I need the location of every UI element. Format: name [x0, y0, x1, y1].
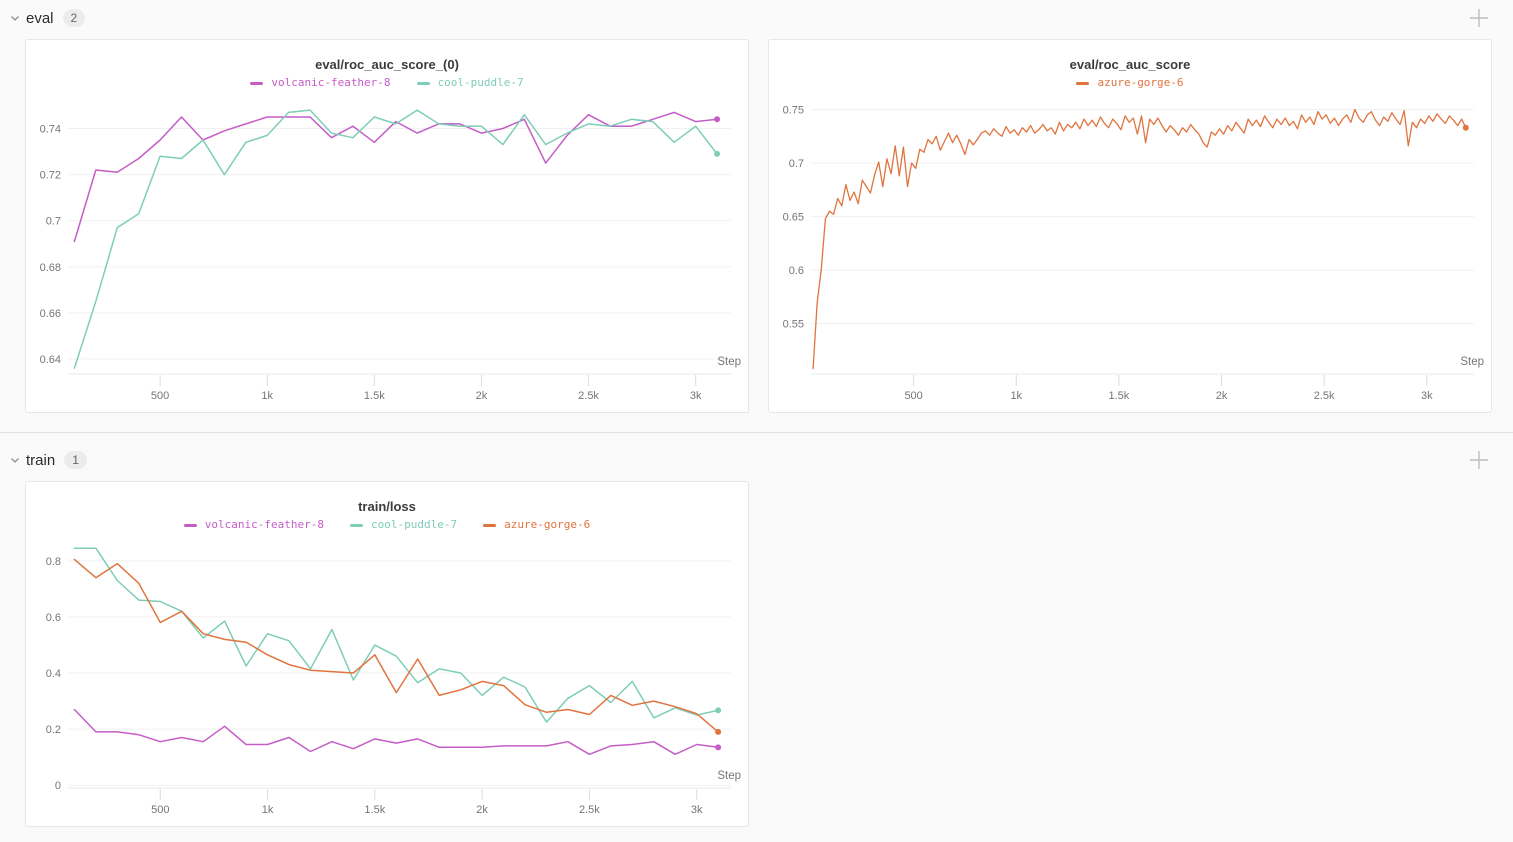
plus-icon[interactable] — [1466, 447, 1492, 473]
section-train: train 1 train/loss volcanic-feather-8 c — [0, 442, 1513, 827]
chart-panel-roc-auc-score-0[interactable]: eval/roc_auc_score_(0) volcanic-feather-… — [25, 39, 749, 413]
panel-count-badge: 2 — [62, 9, 86, 27]
svg-text:0.6: 0.6 — [46, 612, 61, 624]
svg-text:0.65: 0.65 — [783, 212, 804, 224]
svg-text:2k: 2k — [476, 390, 488, 402]
panel-count-badge: 1 — [64, 451, 87, 469]
svg-text:0.55: 0.55 — [783, 319, 804, 331]
svg-text:1k: 1k — [262, 804, 274, 816]
svg-text:2.5k: 2.5k — [1314, 390, 1335, 402]
chart-plot-area[interactable]: 0.55 0.6 0.65 0.7 0.75 500 1k 1.5k 2k 2.5k 3k Step — [769, 92, 1491, 412]
svg-text:0.66: 0.66 — [40, 308, 61, 320]
chart-title: eval/roc_auc_score_(0) — [315, 57, 459, 72]
svg-text:500: 500 — [151, 804, 169, 816]
svg-text:Step: Step — [717, 770, 741, 782]
chart-legend: volcanic-feather-8 cool-puddle-7 azure-g… — [26, 516, 748, 534]
svg-text:1.5k: 1.5k — [364, 390, 385, 402]
svg-text:2.5k: 2.5k — [579, 804, 600, 816]
svg-text:2k: 2k — [476, 804, 488, 816]
svg-text:3k: 3k — [691, 804, 703, 816]
chart-panel-train-loss[interactable]: train/loss volcanic-feather-8 cool-puddl… — [25, 481, 749, 827]
chart-plot-area[interactable]: 0 0.2 0.4 0.6 0.8 500 1k 1.5k 2k 2.5k 3k Step — [26, 534, 748, 826]
section-eval-header: eval 2 — [0, 0, 1513, 36]
legend-item-cool-puddle-7[interactable]: cool-puddle-7 — [416, 74, 524, 92]
svg-text:0.4: 0.4 — [46, 668, 61, 680]
legend-dash-icon — [1076, 81, 1090, 85]
svg-text:0.7: 0.7 — [789, 158, 804, 170]
legend-dash-icon — [350, 523, 364, 527]
legend-dash-icon — [483, 523, 497, 527]
svg-text:0.68: 0.68 — [40, 262, 61, 274]
svg-text:0: 0 — [55, 780, 61, 792]
chart-title: eval/roc_auc_score — [1069, 57, 1191, 72]
svg-text:0.6: 0.6 — [789, 265, 804, 277]
section-eval: eval 2 eval/roc_auc_score_(0) volcanic-f… — [0, 0, 1513, 413]
chevron-down-icon[interactable] — [6, 9, 24, 27]
section-divider — [0, 432, 1513, 433]
chart-legend: volcanic-feather-8 cool-puddle-7 — [26, 74, 748, 92]
svg-text:Step: Step — [1460, 356, 1484, 368]
chevron-down-icon[interactable] — [6, 451, 24, 469]
svg-text:3k: 3k — [1421, 390, 1433, 402]
chart-plot-area[interactable]: 0.64 0.66 0.68 0.7 0.72 0.74 500 1k 1.5k 2k 2.5k 3k… — [26, 92, 748, 412]
chart-legend: azure-gorge-6 — [769, 74, 1491, 92]
section-title[interactable]: train — [26, 451, 56, 469]
svg-text:500: 500 — [151, 390, 169, 402]
section-title[interactable]: eval — [26, 9, 54, 27]
legend-dash-icon — [250, 81, 264, 85]
legend-item-volcanic-feather-8[interactable]: volcanic-feather-8 — [183, 516, 325, 534]
svg-text:2.5k: 2.5k — [578, 390, 599, 402]
chart-panel-roc-auc-score[interactable]: eval/roc_auc_score azure-gorge-6 0.55 0.6… — [768, 39, 1492, 413]
svg-text:3k: 3k — [690, 390, 702, 402]
plus-icon[interactable] — [1466, 5, 1492, 31]
chart-title: train/loss — [358, 499, 416, 514]
legend-dash-icon — [183, 523, 197, 527]
svg-text:0.64: 0.64 — [40, 354, 61, 366]
svg-text:1k: 1k — [1010, 390, 1022, 402]
svg-text:0.75: 0.75 — [783, 104, 804, 116]
legend-item-volcanic-feather-8[interactable]: volcanic-feather-8 — [250, 74, 391, 92]
svg-text:500: 500 — [904, 390, 922, 402]
section-train-header: train 1 — [0, 442, 1513, 478]
run-name: volcanic-feather-8 — [204, 518, 325, 531]
legend-item-cool-puddle-7[interactable]: cool-puddle-7 — [350, 516, 457, 534]
svg-text:1.5k: 1.5k — [364, 804, 385, 816]
svg-text:0.7: 0.7 — [46, 216, 61, 228]
svg-text:0.74: 0.74 — [40, 124, 61, 136]
svg-text:0.72: 0.72 — [40, 170, 61, 182]
svg-text:2k: 2k — [1216, 390, 1228, 402]
run-name: cool-puddle-7 — [371, 518, 458, 531]
run-name: volcanic-feather-8 — [271, 76, 391, 89]
svg-text:1.5k: 1.5k — [1108, 390, 1129, 402]
svg-text:0.8: 0.8 — [46, 556, 61, 568]
legend-item-azure-gorge-6[interactable]: azure-gorge-6 — [1076, 74, 1184, 92]
svg-text:Step: Step — [717, 356, 741, 368]
legend-item-azure-gorge-6[interactable]: azure-gorge-6 — [483, 516, 590, 534]
run-name: azure-gorge-6 — [1097, 76, 1184, 89]
run-name: azure-gorge-6 — [504, 518, 591, 531]
svg-text:0.2: 0.2 — [46, 724, 61, 736]
svg-text:1k: 1k — [261, 390, 273, 402]
legend-dash-icon — [416, 81, 430, 85]
run-name: cool-puddle-7 — [437, 76, 524, 89]
